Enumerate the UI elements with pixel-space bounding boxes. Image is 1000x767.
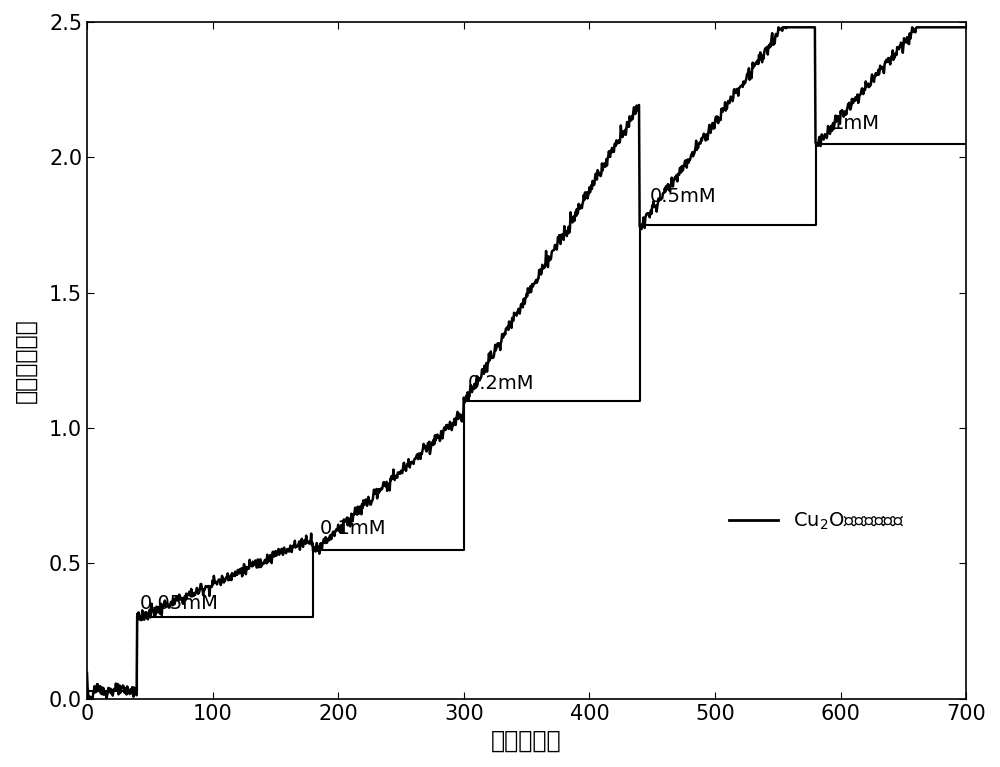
Text: 0.05mM: 0.05mM <box>140 594 219 614</box>
Text: 0.2mM: 0.2mM <box>468 374 534 393</box>
Legend: Cu$_2$O蛋黄壳纳米球: Cu$_2$O蛋黄壳纳米球 <box>721 503 913 540</box>
Text: 0.1mM: 0.1mM <box>319 518 386 538</box>
Text: 0.5mM: 0.5mM <box>650 187 716 206</box>
X-axis label: 时间（秒）: 时间（秒） <box>491 729 562 753</box>
Y-axis label: 电流（毫安）: 电流（毫安） <box>14 318 38 403</box>
Text: 1mM: 1mM <box>832 114 880 133</box>
